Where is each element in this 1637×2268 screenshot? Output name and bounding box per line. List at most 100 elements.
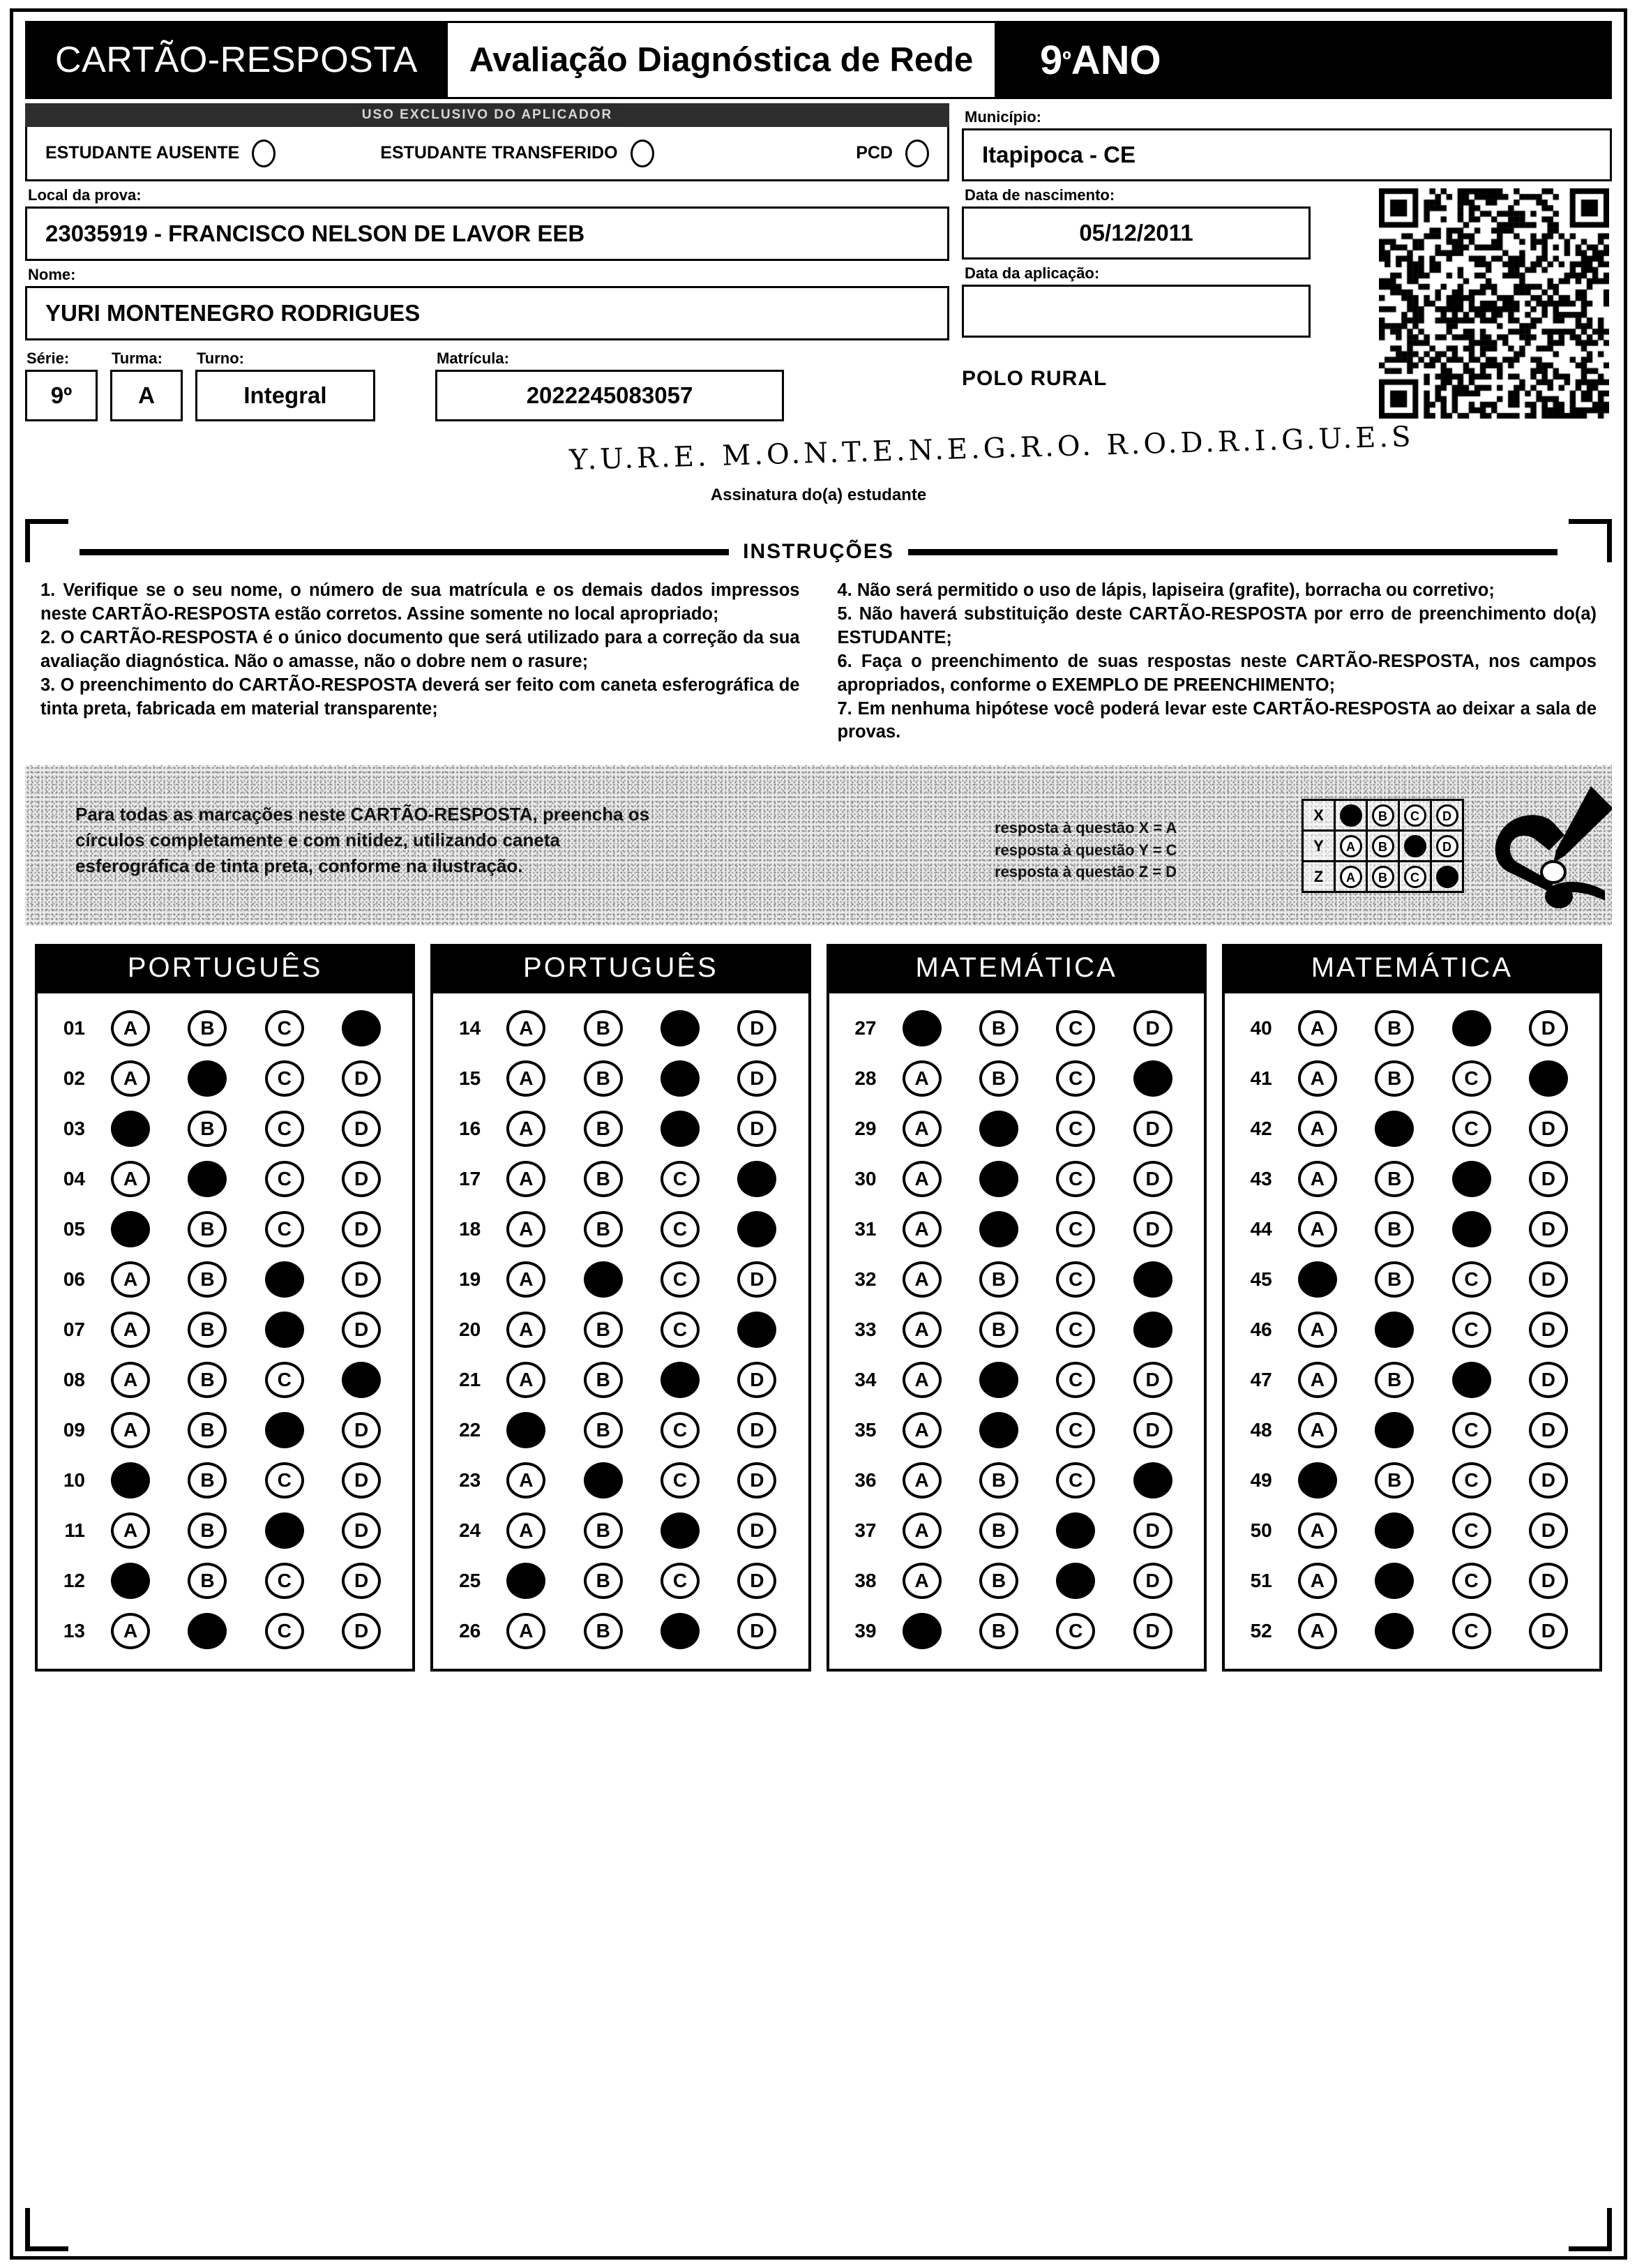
- answer-bubble-52-C[interactable]: C: [1451, 1613, 1491, 1650]
- answer-bubble-33-A[interactable]: A: [902, 1312, 942, 1349]
- answer-bubble-32-A[interactable]: A: [902, 1261, 942, 1298]
- answer-bubble-39-C[interactable]: C: [1056, 1613, 1096, 1650]
- answer-bubble-20-A[interactable]: A: [506, 1312, 546, 1349]
- answer-bubble-19-C[interactable]: C: [661, 1261, 700, 1298]
- answer-bubble-16-C[interactable]: C: [661, 1111, 700, 1148]
- answer-bubble-26-C[interactable]: C: [661, 1613, 700, 1650]
- answer-bubble-52-B[interactable]: B: [1375, 1613, 1415, 1650]
- answer-bubble-43-D[interactable]: D: [1528, 1161, 1568, 1198]
- answer-bubble-45-D[interactable]: D: [1528, 1261, 1568, 1298]
- answer-bubble-06-D[interactable]: D: [342, 1261, 382, 1298]
- answer-bubble-42-D[interactable]: D: [1528, 1111, 1568, 1148]
- answer-bubble-51-B[interactable]: B: [1375, 1563, 1415, 1600]
- answer-bubble-36-C[interactable]: C: [1056, 1462, 1096, 1499]
- answer-bubble-41-B[interactable]: B: [1375, 1060, 1415, 1097]
- answer-bubble-35-C[interactable]: C: [1056, 1412, 1096, 1449]
- answer-bubble-13-A[interactable]: A: [111, 1613, 151, 1650]
- answer-bubble-49-C[interactable]: C: [1451, 1462, 1491, 1499]
- answer-bubble-04-B[interactable]: B: [188, 1161, 227, 1198]
- answer-bubble-16-A[interactable]: A: [506, 1111, 546, 1148]
- answer-bubble-22-B[interactable]: B: [583, 1412, 623, 1449]
- answer-bubble-32-B[interactable]: B: [979, 1261, 1018, 1298]
- answer-bubble-32-D[interactable]: D: [1133, 1261, 1172, 1298]
- answer-bubble-03-B[interactable]: B: [188, 1111, 227, 1148]
- answer-bubble-52-A[interactable]: A: [1297, 1613, 1337, 1650]
- answer-bubble-29-A[interactable]: A: [902, 1111, 942, 1148]
- answer-bubble-27-A[interactable]: A: [902, 1010, 942, 1047]
- answer-bubble-11-C[interactable]: C: [264, 1512, 304, 1549]
- answer-bubble-21-D[interactable]: D: [737, 1362, 777, 1399]
- answer-bubble-21-A[interactable]: A: [506, 1362, 546, 1399]
- answer-bubble-06-A[interactable]: A: [111, 1261, 151, 1298]
- answer-bubble-22-A[interactable]: A: [506, 1412, 546, 1449]
- answer-bubble-24-B[interactable]: B: [583, 1512, 623, 1549]
- answer-bubble-15-D[interactable]: D: [737, 1060, 777, 1097]
- answer-bubble-51-D[interactable]: D: [1528, 1563, 1568, 1600]
- answer-bubble-50-A[interactable]: A: [1297, 1512, 1337, 1549]
- answer-bubble-39-A[interactable]: A: [902, 1613, 942, 1650]
- answer-bubble-34-B[interactable]: B: [979, 1362, 1018, 1399]
- answer-bubble-49-B[interactable]: B: [1375, 1462, 1415, 1499]
- answer-bubble-31-D[interactable]: D: [1133, 1211, 1172, 1248]
- answer-bubble-28-D[interactable]: D: [1133, 1060, 1172, 1097]
- answer-bubble-03-A[interactable]: A: [111, 1111, 151, 1148]
- answer-bubble-37-C[interactable]: C: [1056, 1512, 1096, 1549]
- answer-bubble-27-B[interactable]: B: [979, 1010, 1018, 1047]
- answer-bubble-47-A[interactable]: A: [1297, 1362, 1337, 1399]
- answer-bubble-46-B[interactable]: B: [1375, 1312, 1415, 1349]
- answer-bubble-02-B[interactable]: B: [188, 1060, 227, 1097]
- status-pcd[interactable]: PCD: [856, 139, 929, 167]
- answer-bubble-37-A[interactable]: A: [902, 1512, 942, 1549]
- answer-bubble-01-A[interactable]: A: [111, 1010, 151, 1047]
- answer-bubble-38-D[interactable]: D: [1133, 1563, 1172, 1600]
- answer-bubble-45-C[interactable]: C: [1451, 1261, 1491, 1298]
- answer-bubble-20-B[interactable]: B: [583, 1312, 623, 1349]
- answer-bubble-29-D[interactable]: D: [1133, 1111, 1172, 1148]
- answer-bubble-36-D[interactable]: D: [1133, 1462, 1172, 1499]
- answer-bubble-38-B[interactable]: B: [979, 1563, 1018, 1600]
- answer-bubble-47-D[interactable]: D: [1528, 1362, 1568, 1399]
- answer-bubble-03-D[interactable]: D: [342, 1111, 382, 1148]
- answer-bubble-09-B[interactable]: B: [188, 1412, 227, 1449]
- answer-bubble-07-A[interactable]: A: [111, 1312, 151, 1349]
- answer-bubble-28-A[interactable]: A: [902, 1060, 942, 1097]
- answer-bubble-45-B[interactable]: B: [1375, 1261, 1415, 1298]
- answer-bubble-21-B[interactable]: B: [583, 1362, 623, 1399]
- answer-bubble-33-D[interactable]: D: [1133, 1312, 1172, 1349]
- answer-bubble-13-C[interactable]: C: [264, 1613, 304, 1650]
- answer-bubble-23-C[interactable]: C: [661, 1462, 700, 1499]
- answer-bubble-25-B[interactable]: B: [583, 1563, 623, 1600]
- answer-bubble-01-B[interactable]: B: [188, 1010, 227, 1047]
- answer-bubble-23-A[interactable]: A: [506, 1462, 546, 1499]
- answer-bubble-02-A[interactable]: A: [111, 1060, 151, 1097]
- answer-bubble-39-D[interactable]: D: [1133, 1613, 1172, 1650]
- answer-bubble-48-D[interactable]: D: [1528, 1412, 1568, 1449]
- answer-bubble-08-D[interactable]: D: [342, 1362, 382, 1399]
- answer-bubble-46-C[interactable]: C: [1451, 1312, 1491, 1349]
- answer-bubble-10-D[interactable]: D: [342, 1462, 382, 1499]
- answer-bubble-51-C[interactable]: C: [1451, 1563, 1491, 1600]
- answer-bubble-37-B[interactable]: B: [979, 1512, 1018, 1549]
- answer-bubble-05-D[interactable]: D: [342, 1211, 382, 1248]
- answer-bubble-10-B[interactable]: B: [188, 1462, 227, 1499]
- answer-bubble-41-C[interactable]: C: [1451, 1060, 1491, 1097]
- answer-bubble-30-A[interactable]: A: [902, 1161, 942, 1198]
- status-estudante-ausente[interactable]: ESTUDANTE AUSENTE: [45, 139, 276, 167]
- answer-bubble-30-B[interactable]: B: [979, 1161, 1018, 1198]
- answer-bubble-50-D[interactable]: D: [1528, 1512, 1568, 1549]
- answer-bubble-33-C[interactable]: C: [1056, 1312, 1096, 1349]
- answer-bubble-12-B[interactable]: B: [188, 1563, 227, 1600]
- answer-bubble-40-B[interactable]: B: [1375, 1010, 1415, 1047]
- answer-bubble-31-B[interactable]: B: [979, 1211, 1018, 1248]
- answer-bubble-19-B[interactable]: B: [583, 1261, 623, 1298]
- answer-bubble-30-D[interactable]: D: [1133, 1161, 1172, 1198]
- answer-bubble-18-B[interactable]: B: [583, 1211, 623, 1248]
- answer-bubble-42-C[interactable]: C: [1451, 1111, 1491, 1148]
- answer-bubble-36-A[interactable]: A: [902, 1462, 942, 1499]
- answer-bubble-24-D[interactable]: D: [737, 1512, 777, 1549]
- answer-bubble-25-A[interactable]: A: [506, 1563, 546, 1600]
- answer-bubble-31-A[interactable]: A: [902, 1211, 942, 1248]
- answer-bubble-51-A[interactable]: A: [1297, 1563, 1337, 1600]
- answer-bubble-46-D[interactable]: D: [1528, 1312, 1568, 1349]
- answer-bubble-10-A[interactable]: A: [111, 1462, 151, 1499]
